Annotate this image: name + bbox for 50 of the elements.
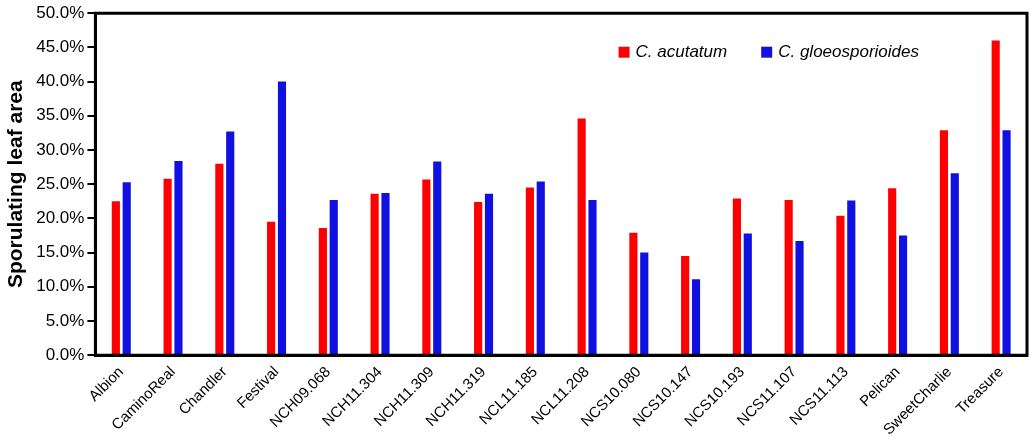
y-tick-label: 45.0% [36, 37, 85, 57]
bar [577, 118, 586, 355]
legend-label: C. gloeosporioides [778, 41, 920, 61]
y-tick-label: 30.0% [36, 139, 85, 159]
bar [329, 199, 338, 355]
y-tick-label: 0.0% [45, 344, 85, 364]
bar [174, 160, 183, 355]
bar [318, 227, 327, 355]
bar [950, 173, 959, 355]
bar [381, 193, 390, 355]
y-tick-label: 35.0% [36, 105, 85, 125]
y-tick-label: 50.0% [36, 2, 85, 22]
bar [474, 201, 483, 355]
bar [370, 193, 379, 355]
bar [433, 161, 442, 355]
y-tick-label: 15.0% [36, 242, 85, 262]
bar [277, 81, 287, 355]
y-axis-title: Sporulating leaf area [3, 80, 27, 289]
bar [1002, 130, 1011, 355]
bar [732, 198, 741, 355]
bar [743, 233, 752, 355]
bar [484, 193, 494, 355]
bar [991, 40, 1000, 355]
bar [629, 232, 638, 355]
bar [525, 187, 534, 355]
bar [847, 200, 856, 355]
bar [888, 188, 897, 355]
bar [215, 163, 224, 355]
bar [422, 179, 431, 355]
y-tick-label: 5.0% [45, 310, 85, 330]
bar [226, 131, 235, 355]
bar [122, 182, 131, 355]
y-tick-label: 40.0% [36, 71, 85, 91]
bar [795, 240, 804, 355]
legend-label: C. acutatum [635, 41, 728, 61]
bar [784, 199, 793, 355]
bar [898, 235, 908, 355]
y-tick-label: 25.0% [36, 173, 85, 193]
bar [536, 181, 545, 355]
bar [640, 252, 649, 355]
bar [681, 256, 690, 355]
bar [939, 130, 949, 355]
bar [588, 199, 597, 355]
bar [691, 279, 701, 355]
bar [111, 201, 120, 355]
y-tick-label: 20.0% [36, 208, 85, 228]
y-tick-label: 10.0% [36, 276, 85, 296]
bar [267, 221, 276, 355]
bar [163, 178, 172, 355]
bar [836, 215, 845, 355]
